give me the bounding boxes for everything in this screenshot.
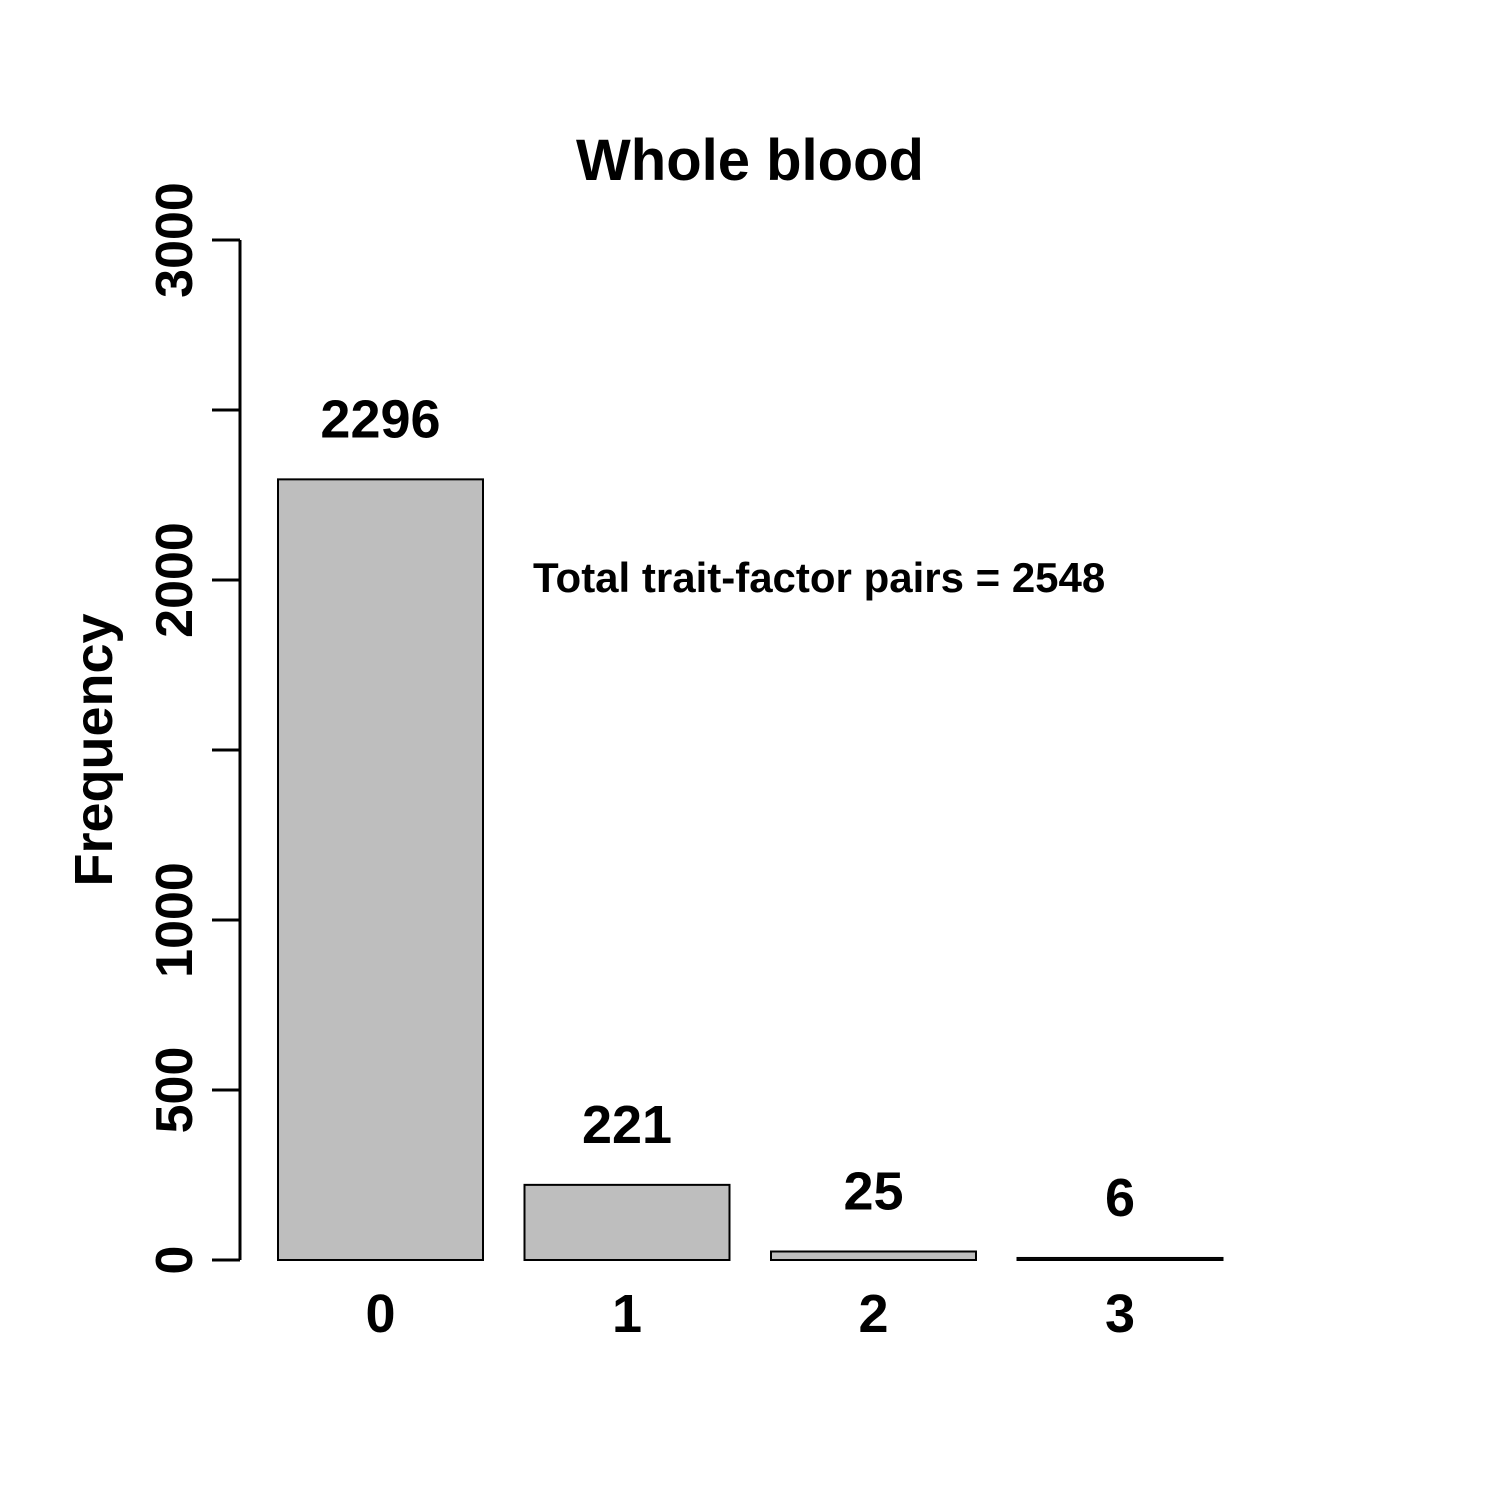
chart-title: Whole blood: [576, 128, 924, 193]
data-label: 6: [1105, 1168, 1135, 1228]
x-tick-label: 3: [1105, 1284, 1135, 1344]
x-tick-label: 2: [858, 1284, 888, 1344]
y-tick-label: 3000: [146, 182, 204, 298]
bar: [1016, 1256, 1224, 1261]
bar: [770, 1250, 977, 1261]
x-tick-label: 0: [365, 1284, 395, 1344]
bars: [277, 478, 1224, 1261]
data-labels: 2296 221 25 6: [320, 389, 1135, 1228]
bar: [277, 478, 484, 1261]
bar: [523, 1183, 731, 1261]
x-tick-label: 1: [612, 1284, 642, 1344]
total-pairs-annotation: Total trait-factor pairs = 2548: [533, 554, 1105, 601]
y-tick-label: 500: [146, 1047, 204, 1134]
y-axis-label: Frequency: [64, 613, 124, 886]
data-label: 221: [582, 1095, 672, 1155]
data-label: 25: [843, 1162, 903, 1222]
data-label: 2296: [320, 389, 440, 449]
y-tick-label: 2000: [146, 522, 204, 638]
x-axis-labels: 0 1 2 3: [365, 1284, 1135, 1344]
y-tick-label: 1000: [146, 862, 204, 978]
y-tick-label: 0: [146, 1246, 204, 1275]
y-axis: 0 500 1000 2000 3000: [146, 182, 242, 1275]
